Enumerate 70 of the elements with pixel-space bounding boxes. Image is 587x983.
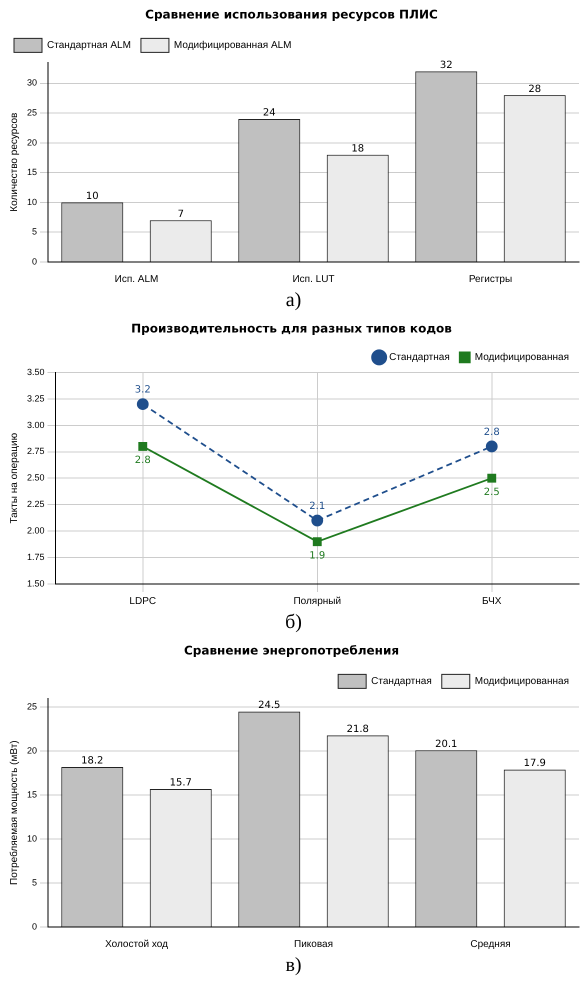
text: в) bbox=[284, 953, 303, 978]
y-tick-label: 25 bbox=[26, 108, 38, 118]
legend-label: Модифицированная ALM bbox=[174, 40, 292, 52]
data-label: 28 bbox=[528, 84, 542, 95]
chart-title: Сравнение использования ресурсов ПЛИС bbox=[145, 7, 438, 22]
chart-title: Сравнение энергопотребления bbox=[184, 643, 400, 658]
point bbox=[312, 537, 322, 546]
y-tick-label: 0 bbox=[32, 256, 38, 266]
y-axis-title: Количество ресурсов bbox=[8, 112, 20, 212]
data-label: 15.7 bbox=[170, 778, 192, 789]
data-label: 3.2 bbox=[134, 384, 151, 396]
y-tick-label: 20 bbox=[26, 746, 38, 756]
legend-label: Модифицированная bbox=[474, 352, 570, 364]
x-tick-label: Пиковая bbox=[294, 938, 334, 950]
point bbox=[136, 398, 149, 410]
text: б) bbox=[284, 610, 303, 635]
y-axis-title: Потребляемая мощность (мВт) bbox=[8, 740, 20, 886]
x-tick-label: Исп. ALM bbox=[114, 274, 158, 285]
x-tick-label: Исп. LUT bbox=[292, 274, 335, 285]
point bbox=[311, 514, 324, 526]
data-label: 20.1 bbox=[435, 738, 458, 750]
y-tick-label: 5 bbox=[32, 878, 38, 888]
x-tick-label: БЧХ bbox=[482, 596, 502, 607]
legend-label: Стандартная bbox=[389, 352, 450, 364]
y-tick-label: 15 bbox=[26, 167, 38, 178]
y-tick-label: 2.50 bbox=[26, 472, 45, 483]
y-tick-label: 5 bbox=[32, 226, 38, 237]
data-label: 18.2 bbox=[81, 756, 104, 767]
x-tick-label: Полярный bbox=[293, 596, 342, 607]
y-tick-label: 25 bbox=[26, 702, 38, 712]
y-tick-label: 3.25 bbox=[26, 393, 45, 404]
data-label: 10 bbox=[86, 191, 99, 202]
y-tick-label: 2.25 bbox=[26, 499, 45, 510]
data-label: 1.9 bbox=[309, 550, 326, 562]
y-tick-label: 30 bbox=[26, 78, 38, 88]
y-tick-label: 2.00 bbox=[26, 526, 45, 536]
data-label: 24 bbox=[262, 108, 276, 119]
chart-title: Производительность для разных типов кодов bbox=[131, 321, 452, 336]
x-tick-label: Холостой ход bbox=[105, 938, 168, 950]
x-tick-label: Регистры bbox=[468, 274, 512, 285]
data-label: 18 bbox=[351, 143, 364, 154]
point bbox=[487, 474, 496, 483]
data-label: 24.5 bbox=[258, 700, 280, 712]
point bbox=[486, 440, 498, 452]
data-label: 32 bbox=[440, 60, 453, 71]
x-tick-label: Средняя bbox=[470, 938, 511, 950]
legend-label: Стандартная ALM bbox=[47, 40, 131, 52]
y-tick-label: 10 bbox=[26, 834, 38, 844]
legend-label: Модифицированная bbox=[474, 676, 570, 688]
point bbox=[138, 442, 148, 451]
data-label: 17.9 bbox=[524, 758, 546, 770]
data-label: 2.5 bbox=[484, 486, 500, 498]
text: а) bbox=[284, 288, 302, 313]
y-tick-label: 0 bbox=[32, 921, 38, 932]
y-tick-label: 3.50 bbox=[26, 366, 45, 377]
y-tick-label: 1.75 bbox=[26, 552, 45, 562]
y-tick-label: 10 bbox=[26, 196, 38, 207]
y-tick-label: 3.00 bbox=[26, 420, 45, 430]
x-tick-label: LDPC bbox=[129, 596, 156, 607]
y-tick-label: 2.75 bbox=[26, 446, 45, 456]
data-label: 2.8 bbox=[484, 427, 500, 438]
y-tick-label: 20 bbox=[26, 137, 38, 148]
y-tick-label: 15 bbox=[26, 790, 38, 800]
data-label: 21.8 bbox=[346, 724, 369, 735]
y-tick-label: 1.50 bbox=[26, 578, 45, 588]
legend-label: Стандартная bbox=[371, 676, 432, 688]
data-label: 2.1 bbox=[309, 501, 326, 512]
y-axis-title: Такты на операцию bbox=[8, 432, 20, 524]
data-label: 7 bbox=[178, 208, 184, 220]
data-label: 2.8 bbox=[134, 455, 151, 466]
